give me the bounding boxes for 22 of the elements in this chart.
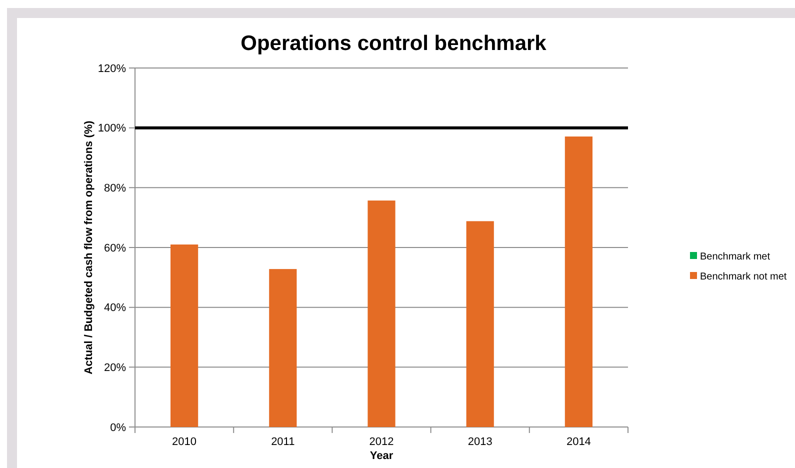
y-tick-label: 120% [98,62,126,75]
legend-label: Benchmark met [700,252,770,262]
y-tick-label: 20% [104,362,126,374]
y-tick-label: 80% [104,182,126,195]
x-axis-title: Year [370,450,394,462]
legend-label: Benchmark not met [700,272,787,282]
bar [368,200,396,427]
x-tick-label: 2010 [172,436,197,448]
bar [170,244,198,427]
bar [564,136,593,427]
y-tick-label: 100% [98,122,126,135]
x-tick-label: 2012 [369,436,394,448]
bar [466,221,494,427]
y-tick-label: 0% [110,422,126,434]
x-tick-label: 2011 [271,436,295,448]
y-axis-title: Actual / Budgeted cash flow from operations (%) [83,120,95,374]
y-tick-label: 60% [104,242,126,254]
y-tick-label: 40% [104,302,126,314]
bar [269,269,297,427]
chart-title: Operations control benchmark [240,32,547,55]
x-tick-label: 2014 [566,436,591,448]
x-tick-label: 2013 [468,436,492,448]
